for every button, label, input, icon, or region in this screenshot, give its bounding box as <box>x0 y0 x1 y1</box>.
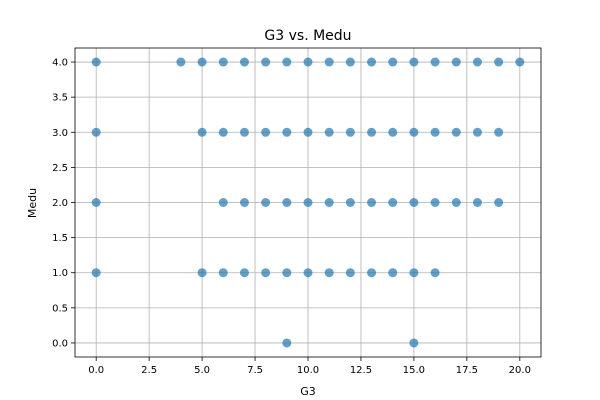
y-axis-label: Medu <box>26 188 39 218</box>
scatter-point <box>303 268 313 278</box>
scatter-point <box>367 198 377 207</box>
scatter-point <box>218 268 228 278</box>
scatter-point <box>451 198 461 207</box>
y-tick-label: 1.0 <box>52 268 68 279</box>
scatter-point <box>261 198 271 207</box>
scatter-point <box>345 57 355 67</box>
scatter-point <box>451 57 461 67</box>
scatter-point <box>388 198 398 207</box>
y-tick-label: 0.5 <box>52 303 68 314</box>
scatter-point <box>367 127 377 137</box>
x-tick-label: 17.5 <box>456 365 478 376</box>
scatter-point <box>91 57 101 67</box>
scatter-point <box>430 127 440 137</box>
y-tick-label: 2.5 <box>52 163 68 174</box>
scatter-point <box>91 268 101 278</box>
x-tick-label: 0.0 <box>88 365 104 376</box>
x-axis-label: G3 <box>300 385 316 398</box>
points-layer <box>91 57 525 348</box>
scatter-point <box>388 57 398 67</box>
scatter-point <box>345 198 355 207</box>
y-tick-label: 3.5 <box>52 93 68 104</box>
scatter-point <box>303 127 313 137</box>
scatter-point <box>239 198 249 207</box>
scatter-point <box>197 57 207 67</box>
scatter-point <box>324 268 334 278</box>
scatter-point <box>303 57 313 67</box>
scatter-point <box>282 338 292 348</box>
scatter-point <box>345 127 355 137</box>
x-tick-label: 2.5 <box>141 365 157 376</box>
x-tick-label: 5.0 <box>194 365 210 376</box>
scatter-point <box>409 338 419 348</box>
x-tick-label: 12.5 <box>350 365 372 376</box>
scatter-point <box>430 57 440 67</box>
x-tick-label: 15.0 <box>403 365 425 376</box>
scatter-point <box>261 268 271 278</box>
scatter-point <box>282 198 292 207</box>
scatter-point <box>282 57 292 67</box>
scatter-point <box>367 268 377 278</box>
scatter-point <box>324 57 334 67</box>
y-tick-label: 3.0 <box>52 128 68 139</box>
scatter-point <box>324 198 334 207</box>
scatter-point <box>367 57 377 67</box>
scatter-point <box>409 268 419 278</box>
x-tick-label: 10.0 <box>297 365 319 376</box>
scatter-point <box>261 57 271 67</box>
scatter-point <box>430 198 440 207</box>
scatter-point <box>239 268 249 278</box>
scatter-point <box>218 198 228 207</box>
scatter-point <box>409 57 419 67</box>
y-tick-label: 0.0 <box>52 338 68 349</box>
x-tick-label: 20.0 <box>509 365 531 376</box>
y-tick-label: 1.5 <box>52 233 68 244</box>
scatter-point <box>303 198 313 207</box>
chart-title: G3 vs. Medu <box>264 28 351 44</box>
x-tick-label: 7.5 <box>247 365 263 376</box>
scatter-point <box>472 198 482 207</box>
scatter-point <box>324 127 334 137</box>
scatter-point <box>282 127 292 137</box>
scatter-point <box>176 57 186 67</box>
ticks-layer: 0.0 2.5 5.0 7.5 10.0 12.5 15.0 17.5 20.0 0.0 0.5 1.… <box>52 58 531 376</box>
scatter-point <box>239 127 249 137</box>
scatter-point <box>197 268 207 278</box>
scatter-point <box>261 127 271 137</box>
scatter-point <box>409 198 419 207</box>
scatter-point <box>430 268 440 278</box>
scatter-point <box>388 268 398 278</box>
scatter-point <box>218 127 228 137</box>
scatter-point <box>472 127 482 137</box>
scatter-point <box>388 127 398 137</box>
scatter-point <box>494 198 504 207</box>
scatter-point <box>91 198 101 207</box>
y-tick-label: 2.0 <box>52 198 68 209</box>
scatter-point <box>91 127 101 137</box>
scatter-point <box>239 57 249 67</box>
scatter-point <box>409 127 419 137</box>
scatter-point <box>197 127 207 137</box>
scatter-point <box>515 57 525 67</box>
scatter-point <box>345 268 355 278</box>
scatter-point <box>218 57 228 67</box>
scatter-point <box>494 57 504 67</box>
scatter-point <box>472 57 482 67</box>
scatter-point <box>494 127 504 137</box>
y-tick-label: 4.0 <box>52 58 68 69</box>
scatter-point <box>451 127 461 137</box>
scatter-point <box>282 268 292 278</box>
